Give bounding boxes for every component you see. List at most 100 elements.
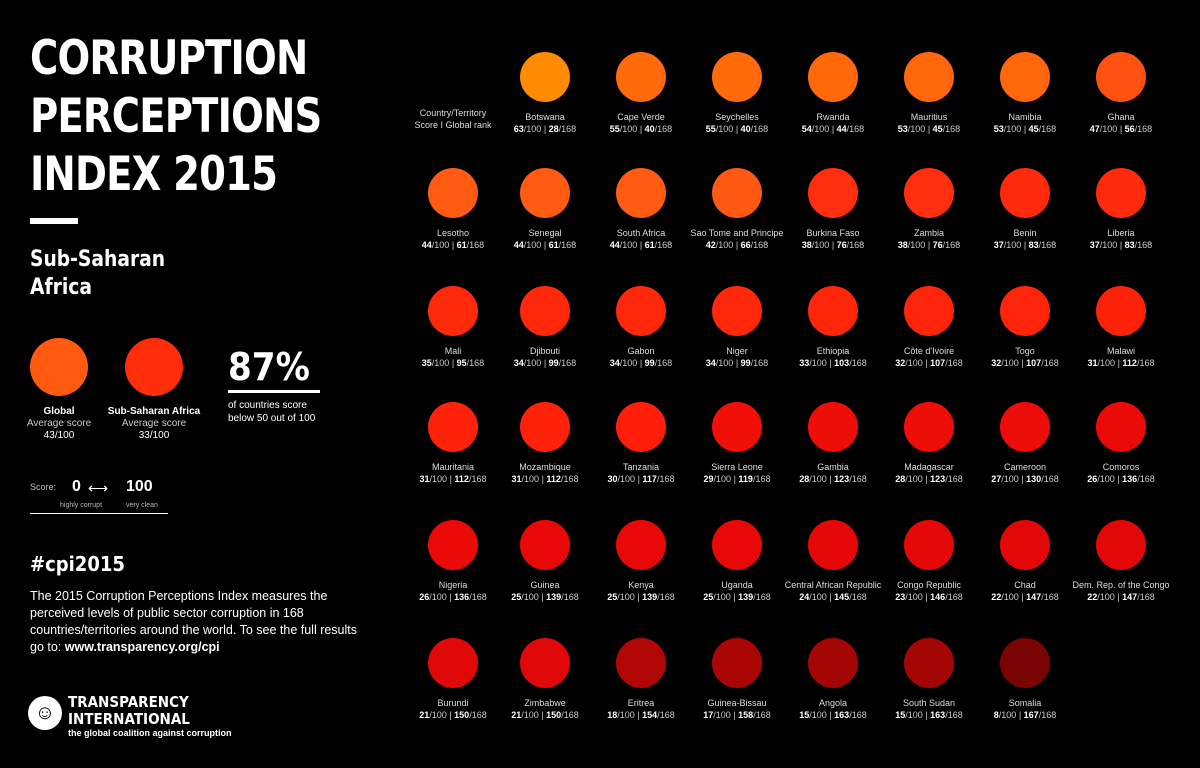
country-score-rank: 34/100 | 99/168 xyxy=(513,358,577,368)
country-score-circle xyxy=(712,520,762,570)
global-average-score: 43/100 xyxy=(43,430,75,441)
country-name: Ethiopia xyxy=(816,346,850,356)
country-cell: Gambia 28/100 | 123/168 xyxy=(778,402,888,485)
country-cell: Zimbabwe 21/100 | 150/168 xyxy=(490,638,600,721)
country-score-rank: 44/100 | 61/168 xyxy=(513,240,577,250)
country-score-rank: 15/100 | 163/168 xyxy=(895,710,963,720)
country-score-circle xyxy=(808,520,858,570)
global-average: Global Average score 43/100 xyxy=(24,338,94,442)
country-name: Lesotho xyxy=(436,228,470,238)
country-name: Senegal xyxy=(528,228,562,238)
cpi-link[interactable]: www.transparency.org/cpi xyxy=(64,640,220,654)
ti-logo[interactable]: ☺ TRANSPARENCY INTERNATIONAL the global … xyxy=(28,694,248,744)
country-name: Gabon xyxy=(627,346,655,356)
country-name: Ghana xyxy=(1107,112,1135,122)
country-score-circle xyxy=(1096,168,1146,218)
country-cell: Dem. Rep. of the Congo 22/100 | 147/168 xyxy=(1066,520,1176,603)
country-cell: Sao Tome and Principe 42/100 | 66/168 xyxy=(682,168,792,251)
regional-average-score: 33/100 xyxy=(138,430,170,441)
country-cell: Niger 34/100 | 99/168 xyxy=(682,286,792,369)
country-cell: Malawi 31/100 | 112/168 xyxy=(1066,286,1176,369)
regional-average-circle xyxy=(125,338,183,396)
country-cell: Senegal 44/100 | 61/168 xyxy=(490,168,600,251)
country-score-rank: 44/100 | 61/168 xyxy=(421,240,485,250)
country-score-circle xyxy=(428,168,478,218)
country-score-rank: 24/100 | 145/168 xyxy=(799,592,867,602)
country-score-rank: 63/100 | 28/168 xyxy=(513,124,577,134)
country-name: Mauritius xyxy=(910,112,948,122)
country-name: Comoros xyxy=(1102,462,1140,472)
logo-line2: INTERNATIONAL xyxy=(68,710,190,728)
country-score-rank: 22/100 | 147/168 xyxy=(991,592,1059,602)
left-panel: CORRUPTION PERCEPTIONS INDEX 2015 Sub-Sa… xyxy=(0,0,380,768)
scale-min: 0 xyxy=(72,478,81,495)
country-cell: Somalia 8/100 | 167/168 xyxy=(970,638,1080,721)
country-score-circle xyxy=(1000,638,1050,688)
country-name: Gambia xyxy=(817,462,849,472)
regional-average-sub: Average score xyxy=(121,418,187,429)
country-cell: Sierra Leone 29/100 | 119/168 xyxy=(682,402,792,485)
country-score-rank: 25/100 | 139/168 xyxy=(607,592,675,602)
country-cell: Nigeria 26/100 | 136/168 xyxy=(398,520,508,603)
country-score-rank: 38/100 | 76/168 xyxy=(897,240,961,250)
country-score-circle xyxy=(712,402,762,452)
country-name: Nigeria xyxy=(438,580,468,590)
country-score-rank: 54/100 | 44/168 xyxy=(801,124,865,134)
country-name: Guinea xyxy=(530,580,560,590)
country-cell: Mauritius 53/100 | 45/168 xyxy=(874,52,984,135)
country-cell: Botswana 63/100 | 28/168 xyxy=(490,52,600,135)
country-name: Côte d'Ivoire xyxy=(903,346,955,356)
country-score-rank: 34/100 | 99/168 xyxy=(609,358,673,368)
country-cell: Burundi 21/100 | 150/168 xyxy=(398,638,508,721)
country-score-rank: 55/100 | 40/168 xyxy=(609,124,673,134)
country-score-circle xyxy=(520,168,570,218)
country-name: Burundi xyxy=(437,698,469,708)
country-score-circle xyxy=(904,402,954,452)
country-cell: Central African Republic 24/100 | 145/168 xyxy=(778,520,888,603)
country-score-rank: 34/100 | 99/168 xyxy=(705,358,769,368)
country-score-rank: 29/100 | 119/168 xyxy=(703,474,771,484)
country-cell: Liberia 37/100 | 83/168 xyxy=(1066,168,1176,251)
country-score-circle xyxy=(712,638,762,688)
country-score-circle xyxy=(616,638,666,688)
country-name: Congo Republic xyxy=(896,580,962,590)
country-score-rank: 22/100 | 147/168 xyxy=(1087,592,1155,602)
country-score-circle xyxy=(808,402,858,452)
region-line: Africa xyxy=(30,275,92,300)
country-score-rank: 33/100 | 103/168 xyxy=(799,358,867,368)
country-score-rank: 28/100 | 123/168 xyxy=(799,474,867,484)
region-title: Sub-Saharan Africa xyxy=(30,246,165,302)
hashtag: #cpi2015 xyxy=(30,552,125,576)
country-cell: Eritrea 18/100 | 154/168 xyxy=(586,638,696,721)
country-name: Central African Republic xyxy=(784,580,882,590)
country-score-circle xyxy=(520,286,570,336)
country-score-circle xyxy=(904,520,954,570)
country-score-rank: 23/100 | 146/168 xyxy=(895,592,963,602)
title-line: CORRUPTION xyxy=(30,31,308,86)
country-score-circle xyxy=(1096,520,1146,570)
country-name: Kenya xyxy=(628,580,654,590)
country-score-circle xyxy=(1000,520,1050,570)
country-name: Cameroon xyxy=(1003,462,1047,472)
country-name: Eritrea xyxy=(627,698,655,708)
country-cell: South Africa 44/100 | 61/168 xyxy=(586,168,696,251)
country-score-rank: 42/100 | 66/168 xyxy=(705,240,769,250)
country-name: Mauritania xyxy=(431,462,475,472)
country-name: Togo xyxy=(1015,346,1035,356)
country-score-rank: 21/100 | 150/168 xyxy=(511,710,579,720)
country-name: South Africa xyxy=(616,228,666,238)
country-name: Mozambique xyxy=(519,462,571,472)
percent-value: 87% xyxy=(228,345,310,389)
percent-line2: below 50 out of 100 xyxy=(228,413,316,424)
country-score-circle xyxy=(428,638,478,688)
country-score-circle xyxy=(520,520,570,570)
country-name: Liberia xyxy=(1107,228,1135,238)
country-name: Burkina Faso xyxy=(806,228,860,238)
country-cell: Côte d'Ivoire 32/100 | 107/168 xyxy=(874,286,984,369)
global-average-circle xyxy=(30,338,88,396)
country-score-circle xyxy=(428,520,478,570)
country-score-circle xyxy=(520,52,570,102)
country-name: South Sudan xyxy=(902,698,956,708)
country-score-circle xyxy=(428,286,478,336)
